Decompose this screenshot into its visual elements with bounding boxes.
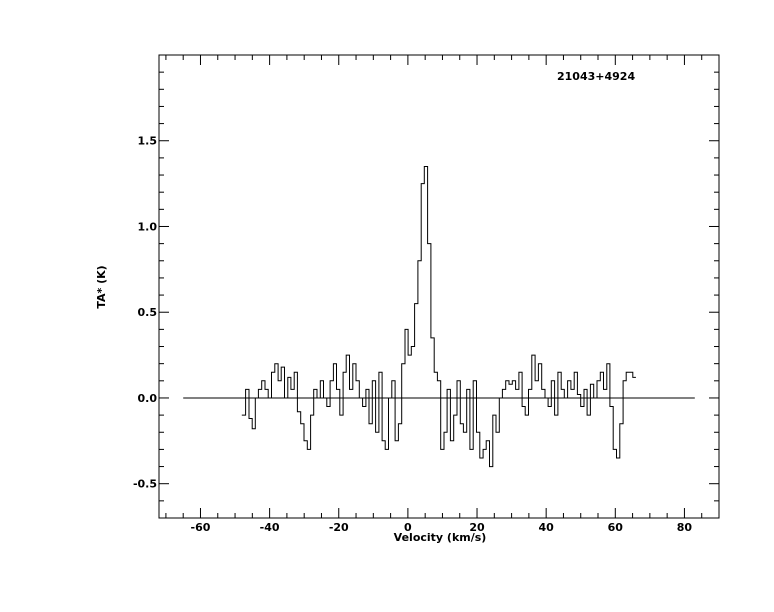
y-tick-label: 0.5 bbox=[138, 306, 158, 319]
spectrum-series bbox=[241, 166, 636, 468]
tick-marks bbox=[159, 55, 719, 518]
x-axis-label: Velocity (km/s) bbox=[394, 531, 487, 544]
y-tick-labels: -0.5 0.0 0.5 1.0 1.5 bbox=[133, 135, 157, 491]
y-tick-label: 0.0 bbox=[138, 392, 158, 405]
x-tick-label: -60 bbox=[191, 521, 211, 534]
y-tick-label: 1.0 bbox=[138, 220, 158, 233]
x-tick-label: 80 bbox=[677, 521, 693, 534]
x-tick-labels: -60 -40 -20 0 20 40 60 80 bbox=[191, 521, 693, 534]
x-tick-label: 40 bbox=[539, 521, 555, 534]
x-tick-label: 0 bbox=[404, 521, 412, 534]
x-tick-label: 20 bbox=[469, 521, 485, 534]
y-axis-label: TA* (K) bbox=[95, 265, 108, 308]
y-tick-label: -0.5 bbox=[133, 478, 157, 491]
source-label: 21043+4924 bbox=[557, 70, 635, 83]
plot-frame bbox=[158, 54, 720, 519]
x-tick-label: -20 bbox=[329, 521, 349, 534]
x-tick-label: 60 bbox=[608, 521, 624, 534]
y-tick-label: 1.5 bbox=[138, 135, 158, 148]
x-tick-label: -40 bbox=[260, 521, 280, 534]
